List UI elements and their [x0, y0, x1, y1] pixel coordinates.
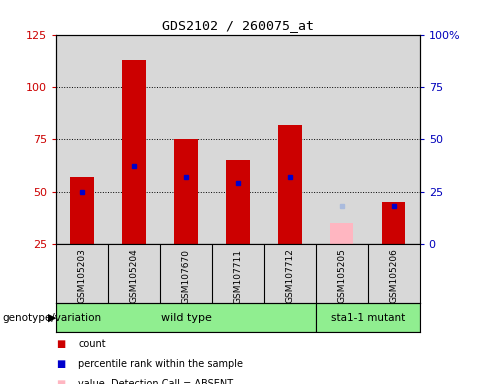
Text: GSM105206: GSM105206: [389, 248, 398, 303]
Text: GSM105205: GSM105205: [337, 248, 346, 303]
Text: count: count: [78, 339, 106, 349]
Text: value, Detection Call = ABSENT: value, Detection Call = ABSENT: [78, 379, 233, 384]
Text: percentile rank within the sample: percentile rank within the sample: [78, 359, 243, 369]
Text: GSM107712: GSM107712: [285, 248, 294, 303]
Bar: [330, 223, 353, 244]
Text: ■: ■: [56, 339, 65, 349]
Title: GDS2102 / 260075_at: GDS2102 / 260075_at: [162, 19, 314, 32]
Bar: [174, 139, 198, 244]
Text: GSM107711: GSM107711: [233, 248, 243, 304]
Text: sta1-1 mutant: sta1-1 mutant: [330, 313, 405, 323]
Text: wild type: wild type: [161, 313, 211, 323]
Bar: [316, 303, 420, 332]
Bar: [382, 202, 406, 244]
Text: GSM105204: GSM105204: [129, 248, 139, 303]
Text: GSM105203: GSM105203: [78, 248, 86, 303]
Text: genotype/variation: genotype/variation: [2, 313, 102, 323]
Text: ▶: ▶: [48, 313, 57, 323]
Bar: [56, 303, 316, 332]
Bar: [122, 60, 146, 244]
Bar: [226, 160, 249, 244]
Text: GSM107670: GSM107670: [182, 248, 190, 304]
Text: ■: ■: [56, 359, 65, 369]
Bar: [70, 177, 94, 244]
Bar: [278, 124, 302, 244]
Text: ■: ■: [56, 379, 65, 384]
